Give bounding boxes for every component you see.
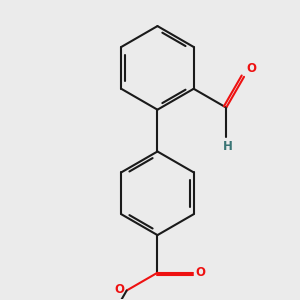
Text: O: O [246,62,256,75]
Text: O: O [115,283,124,296]
Text: O: O [195,266,205,279]
Text: H: H [223,140,233,153]
